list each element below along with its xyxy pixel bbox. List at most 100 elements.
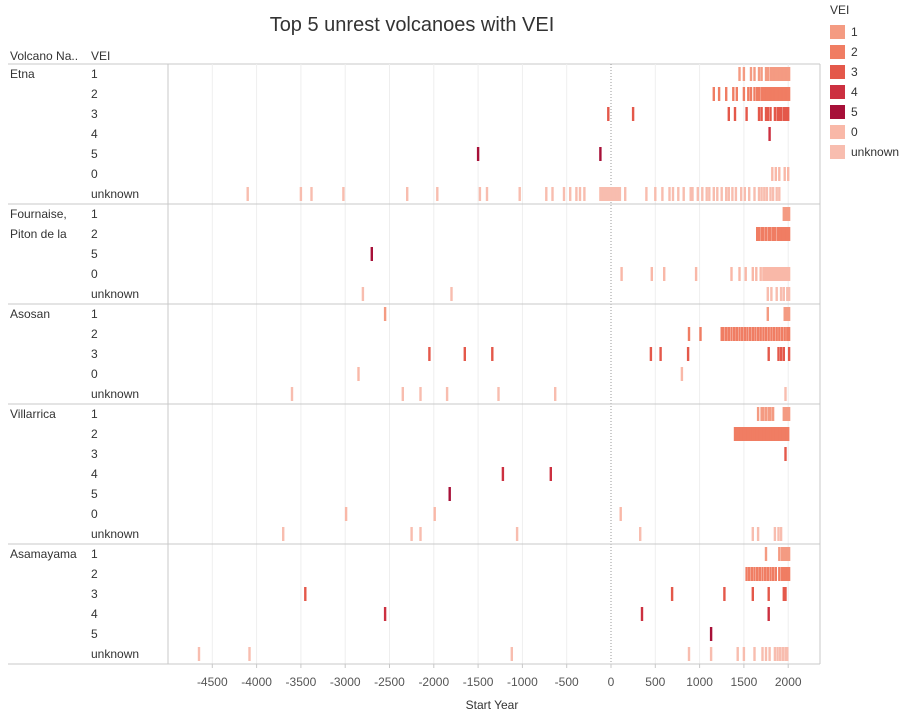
event-bar [760, 427, 763, 441]
event-bar [782, 587, 785, 601]
event-bar [774, 427, 777, 441]
event-bar [762, 327, 765, 341]
event-bar [740, 327, 744, 341]
event-bar [779, 287, 783, 301]
event-bar [767, 407, 770, 421]
event-bar [787, 287, 791, 301]
event-bar [784, 107, 787, 121]
event-bar [777, 347, 780, 361]
event-bar [515, 527, 519, 541]
event-bar [786, 547, 789, 561]
volcano-name-label: Asamayama [10, 547, 77, 561]
event-bar [419, 527, 422, 541]
event-bar [783, 227, 786, 241]
event-bar [778, 187, 781, 201]
event-bar [497, 387, 500, 401]
event-bar [764, 567, 767, 581]
event-bar [756, 227, 759, 241]
legend-item-label: unknown [851, 145, 899, 159]
event-bar [730, 267, 733, 281]
event-bar [781, 227, 785, 241]
event-bar [779, 527, 783, 541]
event-bar [746, 327, 749, 341]
legend-swatch [830, 85, 845, 99]
event-bar [687, 327, 691, 341]
event-bar [246, 187, 249, 201]
vei-row-label: 2 [91, 567, 98, 581]
legend-swatch [830, 145, 845, 159]
event-bar [753, 567, 756, 581]
event-bar [732, 87, 735, 101]
x-tick-label: 2000 [775, 675, 802, 689]
event-bar [778, 567, 781, 581]
event-bar [448, 487, 451, 501]
legend-title: VEI [830, 3, 849, 17]
volcano-name-label: Fournaise, [10, 207, 67, 221]
event-bar [766, 567, 769, 581]
event-bar [743, 187, 746, 201]
event-bar [764, 327, 768, 341]
event-bar [734, 187, 738, 201]
event-bar [645, 187, 648, 201]
event-bar [733, 427, 737, 441]
event-bar [463, 347, 466, 361]
event-bar [773, 527, 777, 541]
event-bar [786, 647, 789, 661]
volcano-name-label: Villarrica [10, 407, 56, 421]
event-bar [780, 547, 784, 561]
event-bar [709, 647, 713, 661]
grid-layer [8, 63, 821, 665]
event-bar [357, 367, 360, 381]
event-bar [771, 427, 774, 441]
x-tick-label: -500 [555, 675, 579, 689]
event-bar [774, 267, 777, 281]
event-bar [767, 267, 770, 281]
legend-swatch [830, 125, 845, 139]
event-bar [760, 187, 763, 201]
event-bar [650, 267, 653, 281]
vei-row-label: 5 [91, 247, 98, 261]
event-bar [769, 187, 772, 201]
event-bar [575, 187, 578, 201]
event-bar [745, 567, 748, 581]
event-bar [781, 267, 785, 281]
event-bar [197, 647, 201, 661]
event-bar [663, 267, 666, 281]
legend-item-label: 0 [851, 125, 858, 139]
event-bar [748, 327, 752, 341]
event-bar [755, 427, 758, 441]
event-bar [705, 187, 708, 201]
vei-row-label: 1 [91, 307, 98, 321]
event-bar [787, 547, 791, 561]
vei-row-label: 4 [91, 607, 98, 621]
event-bar [640, 607, 644, 621]
event-bar [745, 107, 748, 121]
event-bar [624, 187, 627, 201]
event-bar [772, 327, 776, 341]
event-bar [772, 427, 776, 441]
event-bar [290, 387, 294, 401]
event-bar [600, 187, 604, 201]
event-bar [680, 367, 684, 381]
event-bar [620, 267, 623, 281]
event-bar [781, 647, 785, 661]
event-bar [787, 407, 791, 421]
volcano-name-label: Piton de la [10, 227, 67, 241]
vei-row-label: 3 [91, 587, 98, 601]
event-bar [756, 327, 760, 341]
event-bar [769, 267, 772, 281]
event-bar [716, 187, 719, 201]
event-bar [682, 187, 685, 201]
event-bar [761, 567, 764, 581]
event-bar [770, 287, 773, 301]
event-bar [701, 187, 704, 201]
event-bar [764, 267, 767, 281]
event-bar [518, 187, 521, 201]
event-bar [771, 167, 774, 181]
event-bar [757, 87, 761, 101]
event-bar [310, 187, 313, 201]
event-bar [776, 267, 779, 281]
event-bar [782, 347, 785, 361]
vei-row-label: 3 [91, 447, 98, 461]
event-bar [659, 347, 662, 361]
